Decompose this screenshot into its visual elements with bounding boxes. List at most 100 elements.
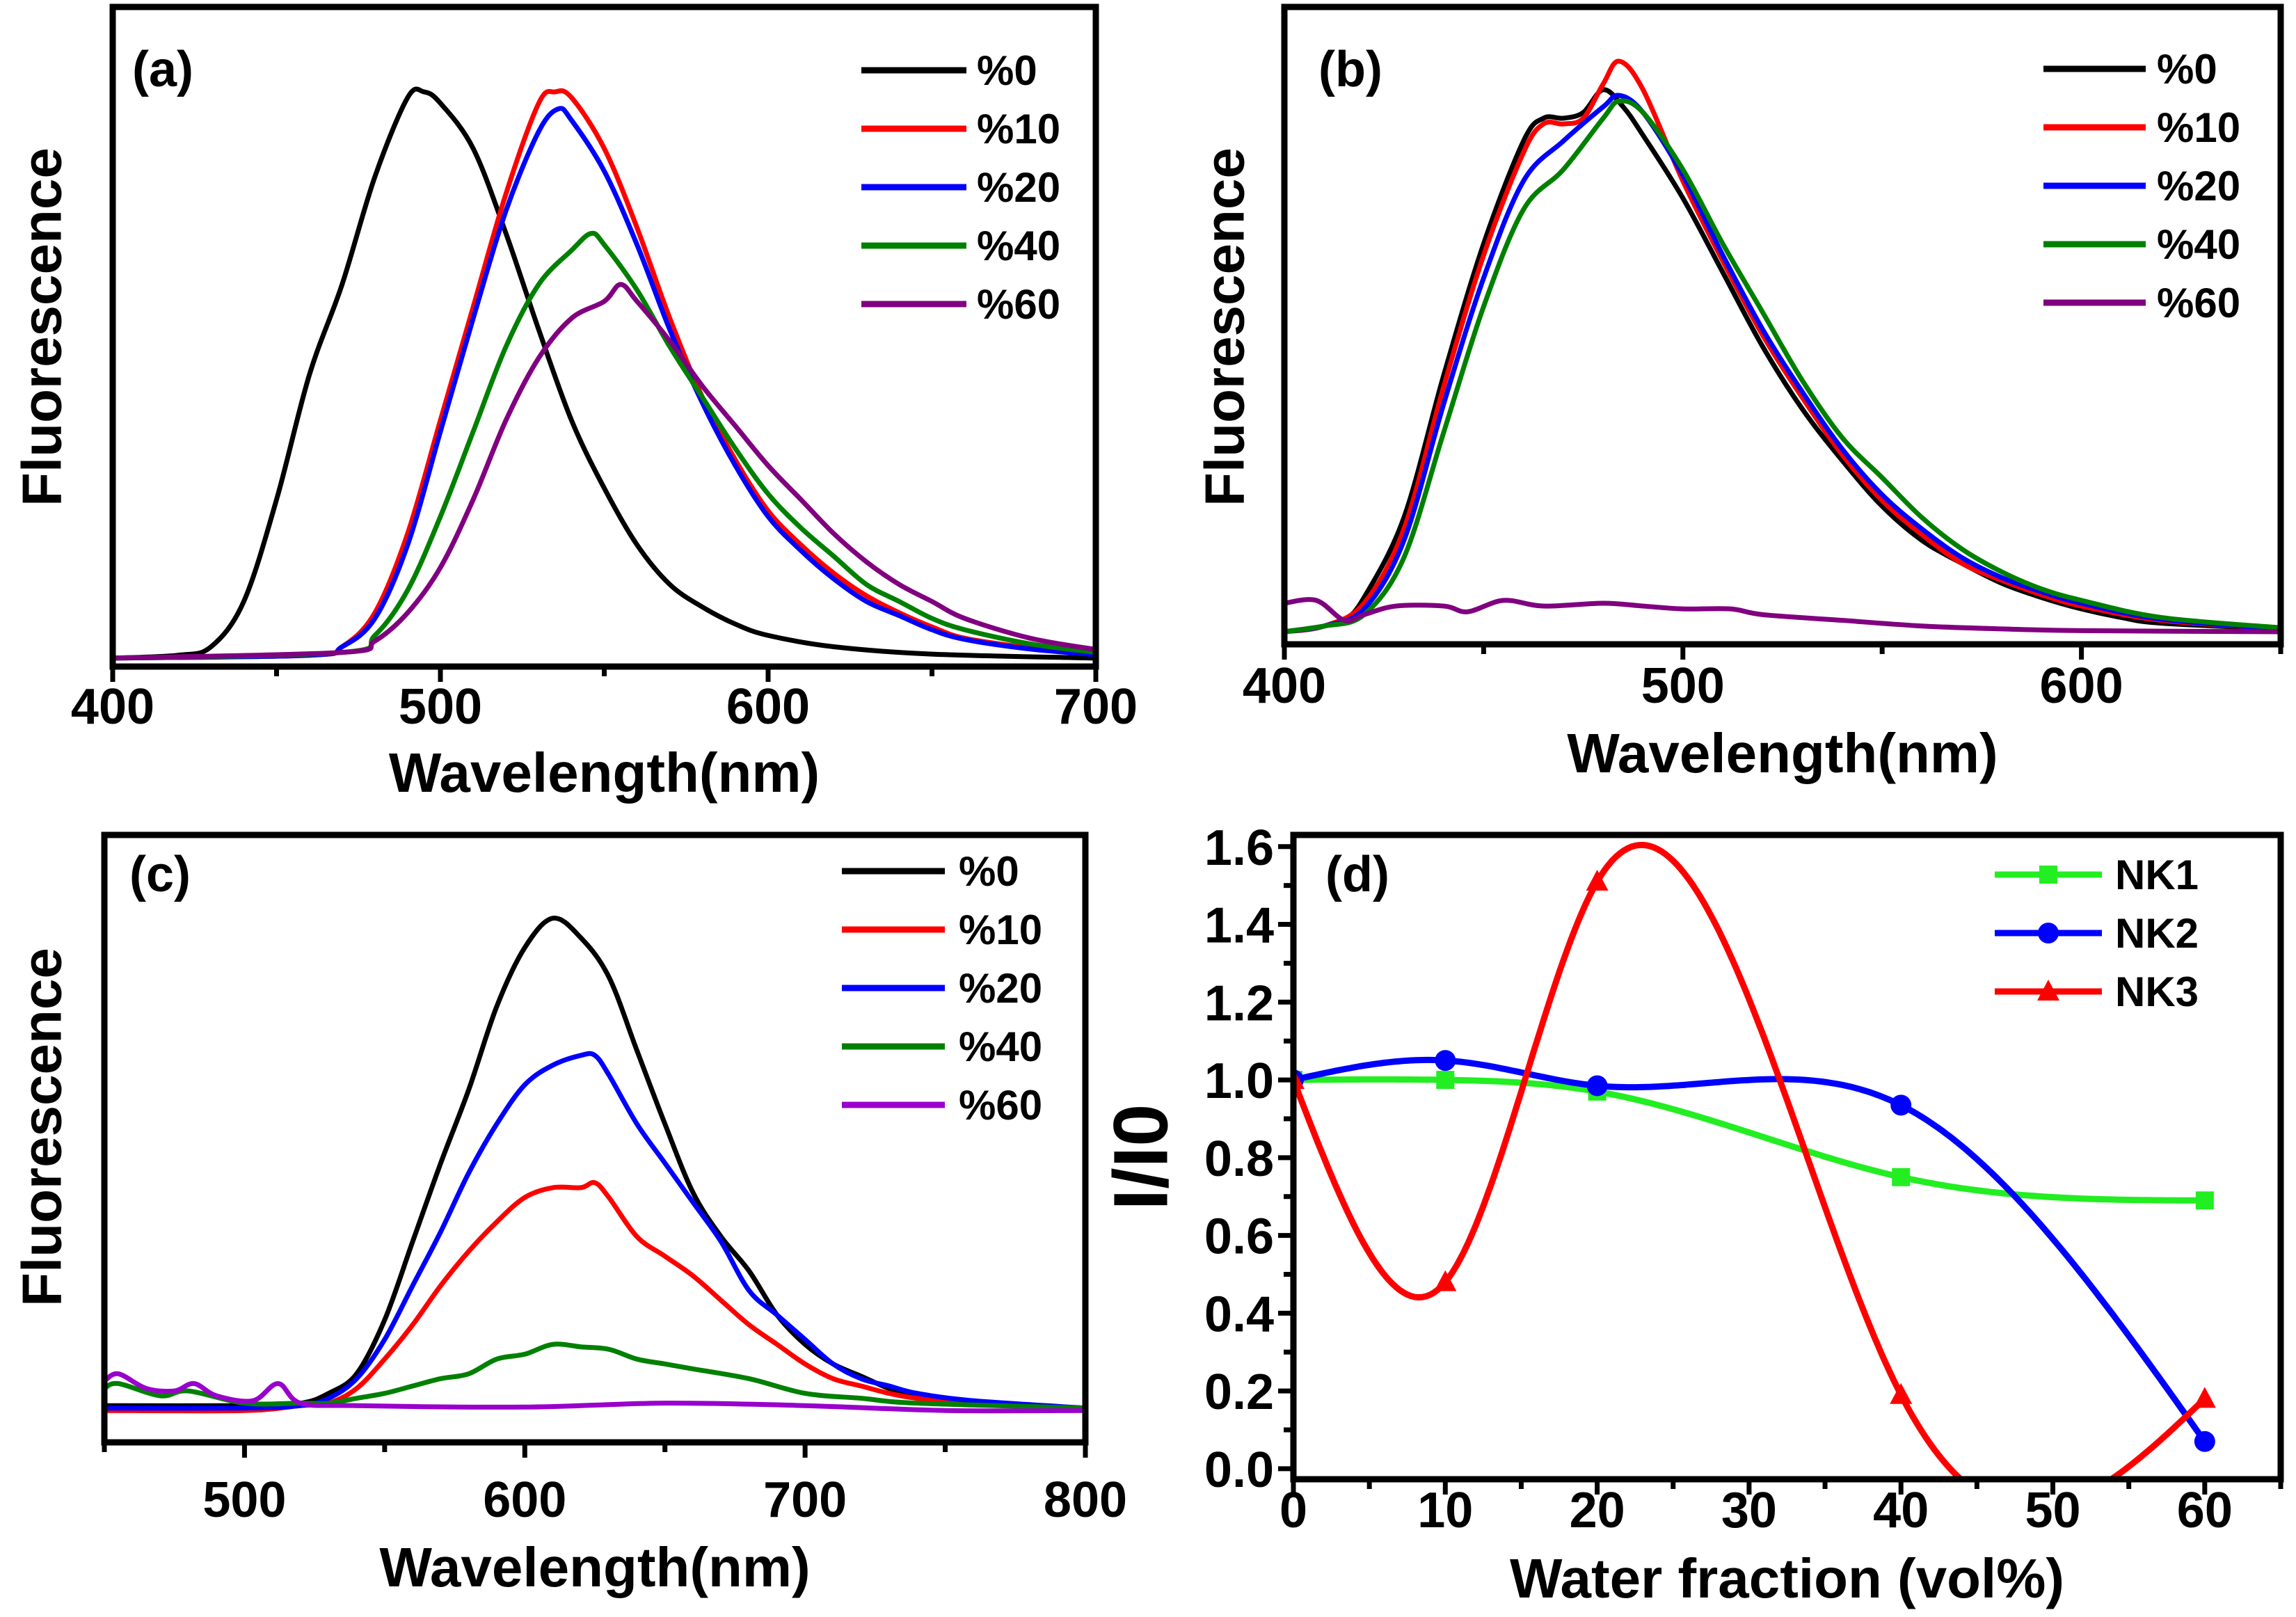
x-tick-label: 700 [763, 1472, 847, 1528]
legend-label: NK1 [2115, 852, 2199, 898]
legend-item-NK2: NK2 [1995, 910, 2199, 957]
y-tick-label: 1.6 [1204, 820, 1274, 876]
series-line-%60 [1284, 597, 2281, 635]
x-tick-label: 500 [399, 679, 482, 735]
x-tick-label: 700 [1054, 679, 1138, 735]
legend-label: %60 [959, 1082, 1042, 1129]
panel-c: 500 600 700 800 Wavelength(nm) Fluorescence (c… [11, 831, 1127, 1598]
legend-item-%40: %40 [861, 223, 1060, 269]
series-line-%20 [1284, 93, 2281, 635]
x-axis-label: Wavelength(nm) [1567, 722, 1998, 784]
data-point-NK2 [1435, 1050, 1456, 1072]
x-tick-label: 500 [202, 1472, 286, 1528]
data-point-NK3 [1586, 870, 1609, 891]
y-tick-label: 0.6 [1204, 1209, 1274, 1265]
legend-label: %0 [977, 47, 1037, 94]
x-axis-label: Wavelength(nm) [379, 1536, 810, 1598]
plot-frame [101, 831, 1089, 1446]
plot-area [113, 86, 1096, 661]
legend: %0 %10 %20 %40 %60 [842, 848, 1042, 1129]
panel-d: 0 10 20 30 40 50 60 0.0 0.2 0.4 0.6 0.8 1.0 1.2 1.4 1.6… [1099, 820, 2284, 1609]
series-line-NK3 [1293, 841, 2207, 1479]
legend-item-%40: %40 [842, 1023, 1042, 1070]
legend-item-%0: %0 [842, 848, 1019, 895]
plot-area [1284, 58, 2281, 635]
data-point-NK2 [2194, 1431, 2215, 1452]
plot-area [104, 916, 1085, 1414]
series-line-%60 [104, 1371, 1085, 1414]
y-tick-label: 1.0 [1204, 1053, 1274, 1109]
x-tick-label: 400 [1243, 658, 1326, 714]
legend: NK1 NK2 NK3 [1995, 852, 2199, 1015]
legend-label: %20 [977, 164, 1060, 211]
legend-label: %60 [977, 281, 1060, 328]
legend-label: NK2 [2115, 910, 2199, 957]
legend-item-%10: %10 [861, 106, 1060, 152]
legend-item-%20: %20 [842, 965, 1042, 1012]
plot-frame [1281, 3, 2284, 648]
series-line-%20 [104, 1051, 1085, 1411]
x-tick-label: 0 [1279, 1483, 1307, 1538]
legend-label: %10 [977, 106, 1060, 152]
y-axis-label: Fluorescence [11, 948, 73, 1307]
series-line-%0 [104, 916, 1085, 1411]
legend-item-NK1: NK1 [1995, 852, 2199, 898]
legend-marker [2039, 866, 2057, 884]
data-point-NK2 [1586, 1075, 1608, 1097]
y-tick-label: 0.4 [1204, 1287, 1274, 1342]
series-line-%40 [113, 230, 1096, 661]
y-tick-label: 0.2 [1204, 1364, 1274, 1420]
y-tick-label: 1.2 [1204, 975, 1274, 1031]
y-axis-label: I/I0 [1099, 1104, 1184, 1211]
legend-label: %20 [959, 965, 1042, 1012]
series-line-%0 [113, 86, 1096, 661]
y-tick-label: 1.4 [1204, 898, 1274, 954]
legend-label: %20 [2157, 163, 2240, 209]
x-tick-label: 600 [2040, 658, 2123, 714]
legend-item-%10: %10 [2043, 104, 2240, 151]
panel-label: (c) [129, 847, 191, 902]
y-axis-label: Fluorescence [11, 148, 73, 507]
legend-item-%20: %20 [861, 164, 1060, 211]
series-line-%0 [1284, 87, 2281, 635]
x-tick-label: 10 [1417, 1483, 1473, 1538]
legend-label: %10 [959, 907, 1042, 953]
legend-item-%60: %60 [2043, 280, 2240, 326]
x-tick-label: 600 [483, 1472, 566, 1528]
legend-label: NK3 [2115, 969, 2199, 1015]
series-line-%40 [1284, 98, 2281, 635]
x-tick-label: 50 [2025, 1483, 2080, 1538]
x-axis-label: Wavelength(nm) [389, 742, 820, 804]
y-axis-label: Fluorescence [1194, 148, 1256, 507]
legend: %0 %10 %20 %40 %60 [2043, 46, 2240, 326]
x-tick-label: 600 [726, 679, 810, 735]
legend-marker [2037, 980, 2059, 1001]
x-tick-label: 400 [71, 679, 154, 735]
plot-area [1293, 841, 2216, 1479]
y-tick-label: 0.8 [1204, 1131, 1274, 1187]
legend-item-%60: %60 [842, 1082, 1042, 1129]
legend-item-%20: %20 [2043, 163, 2240, 209]
legend-item-%0: %0 [861, 47, 1037, 94]
legend-label: %40 [2157, 221, 2240, 268]
x-tick-label: 800 [1044, 1472, 1127, 1528]
series-line-%20 [113, 106, 1096, 661]
panel-label: (d) [1325, 847, 1389, 902]
legend-label: %0 [959, 848, 1019, 895]
legend-item-%10: %10 [842, 907, 1042, 953]
series-line-%60 [113, 282, 1096, 661]
legend-label: %0 [2157, 46, 2217, 93]
legend-item-NK3: NK3 [1995, 969, 2199, 1015]
x-tick-label: 30 [1721, 1483, 1777, 1538]
data-point-NK1 [1892, 1168, 1911, 1186]
y-tick-label: 0.0 [1204, 1442, 1274, 1498]
legend: %0 %10 %20 %40 %60 [861, 47, 1060, 328]
legend-label: %60 [2157, 280, 2240, 326]
data-point-NK1 [2195, 1191, 2214, 1210]
legend-item-%40: %40 [2043, 221, 2240, 268]
x-tick-label: 60 [2177, 1483, 2233, 1538]
series-line-%10 [113, 88, 1096, 661]
data-point-NK1 [1436, 1071, 1455, 1090]
panel-label: (a) [132, 42, 193, 97]
